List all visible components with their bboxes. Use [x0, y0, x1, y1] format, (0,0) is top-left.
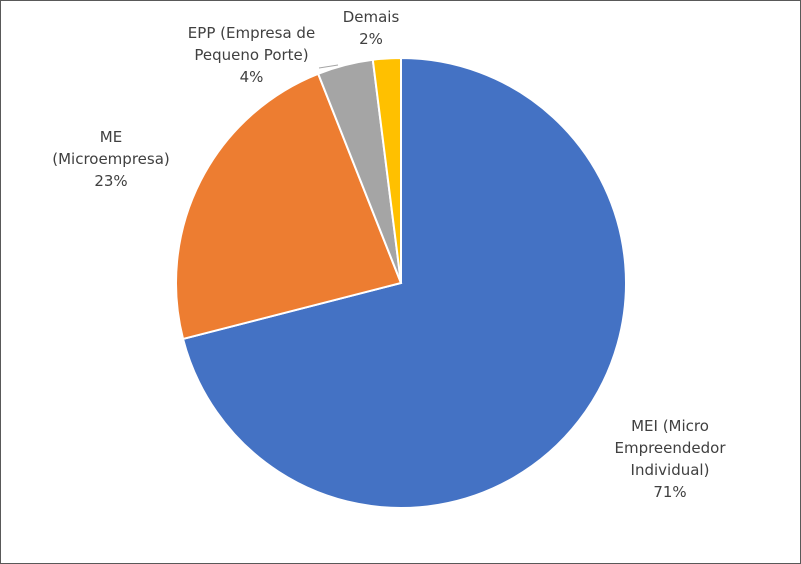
- data-label-me-line-2: (Microempresa): [52, 150, 170, 168]
- data-label-mei: MEI (Micro Empreendedor Individual) 71%: [605, 415, 735, 503]
- data-label-epp-value: 4%: [239, 68, 264, 86]
- pie-slice-me: [175, 72, 403, 341]
- data-label-mei-line-1: MEI (Micro: [631, 417, 709, 435]
- data-label-epp-line-2: Pequeno Porte): [194, 46, 309, 64]
- data-label-epp-line-1: EPP (Empresa de: [187, 24, 316, 42]
- data-label-me-line-1: ME: [99, 128, 123, 146]
- data-label-mei-value: 71%: [653, 483, 687, 501]
- epp-leader-line: [318, 64, 339, 69]
- pie-slices: [175, 56, 627, 509]
- data-label-me-value: 23%: [94, 172, 128, 190]
- data-label-mei-line-3: Individual): [630, 461, 710, 479]
- data-label-mei-line-2: Empreendedor: [614, 439, 726, 457]
- pie-slice-mei: [181, 56, 627, 509]
- data-label-demais-line-1: Demais: [342, 8, 400, 26]
- data-label-demais: Demais 2%: [331, 6, 411, 50]
- data-label-demais-value: 2%: [359, 30, 383, 48]
- data-label-epp: EPP (Empresa de Pequeno Porte) 4%: [169, 22, 334, 88]
- pie-slice-demais: [371, 56, 402, 284]
- data-label-me: ME (Microempresa) 23%: [26, 126, 196, 192]
